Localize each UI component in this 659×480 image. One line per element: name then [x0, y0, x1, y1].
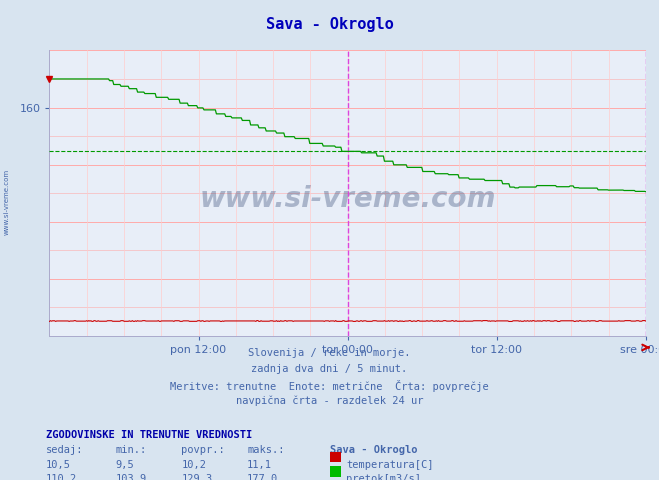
Text: 129,3: 129,3	[181, 474, 212, 480]
Text: Sava - Okroglo: Sava - Okroglo	[330, 445, 417, 456]
Text: temperatura[C]: temperatura[C]	[346, 460, 434, 470]
Text: min.:: min.:	[115, 445, 146, 456]
Text: 177,0: 177,0	[247, 474, 278, 480]
Text: Sava - Okroglo: Sava - Okroglo	[266, 17, 393, 32]
Text: www.si-vreme.com: www.si-vreme.com	[3, 168, 10, 235]
Text: 103,9: 103,9	[115, 474, 146, 480]
Text: 10,5: 10,5	[46, 460, 71, 470]
Text: zadnja dva dni / 5 minut.: zadnja dva dni / 5 minut.	[251, 364, 408, 374]
Text: Slovenija / reke in morje.: Slovenija / reke in morje.	[248, 348, 411, 358]
Text: ZGODOVINSKE IN TRENUTNE VREDNOSTI: ZGODOVINSKE IN TRENUTNE VREDNOSTI	[46, 430, 252, 440]
Text: 10,2: 10,2	[181, 460, 206, 470]
Text: povpr.:: povpr.:	[181, 445, 225, 456]
Text: navpična črta - razdelek 24 ur: navpična črta - razdelek 24 ur	[236, 396, 423, 406]
Text: pretok[m3/s]: pretok[m3/s]	[346, 474, 421, 480]
Text: sedaj:: sedaj:	[46, 445, 84, 456]
Text: 110,2: 110,2	[46, 474, 77, 480]
Text: maks.:: maks.:	[247, 445, 285, 456]
Text: Meritve: trenutne  Enote: metrične  Črta: povprečje: Meritve: trenutne Enote: metrične Črta: …	[170, 380, 489, 392]
Text: 9,5: 9,5	[115, 460, 134, 470]
Text: www.si-vreme.com: www.si-vreme.com	[200, 185, 496, 213]
Text: 11,1: 11,1	[247, 460, 272, 470]
